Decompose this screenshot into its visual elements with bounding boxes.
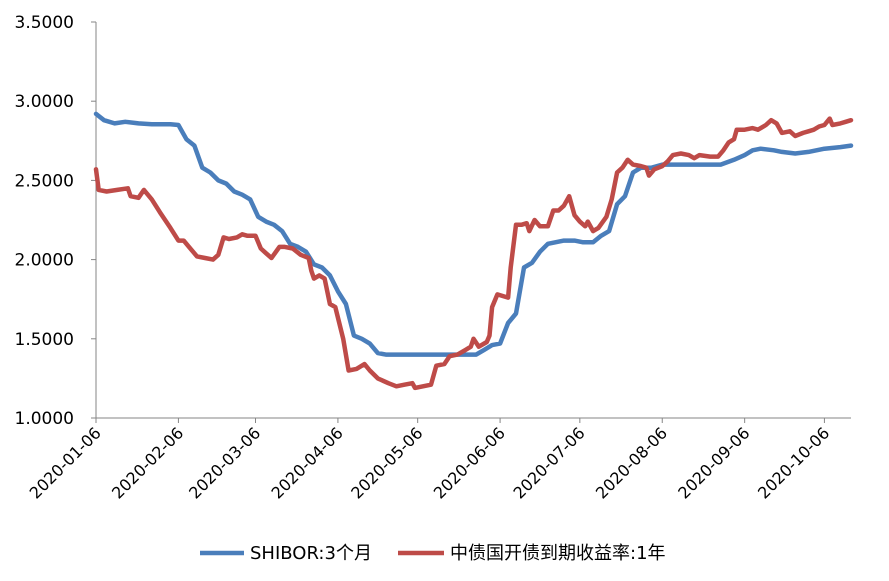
legend-label-2: 中债国开债到期收益率:1年 (450, 543, 666, 564)
legend-label-1: SHIBOR:3个月 (250, 543, 372, 564)
y-ticks: 1.0000 1.5000 2.0000 2.5000 3.0000 3.5000 (15, 13, 96, 429)
y-tick-label: 3.0000 (15, 92, 74, 112)
x-tick-label: 2020-05-06 (347, 423, 426, 502)
series-line-1 (93, 111, 854, 357)
x-tick-label: 2020-06-06 (430, 423, 509, 502)
series-lines (93, 111, 854, 391)
x-tick-label: 2020-02-06 (108, 423, 187, 502)
x-tick-label: 2020-10-06 (754, 423, 833, 502)
x-tick-label: 2020-07-06 (509, 423, 588, 502)
y-tick-label: 1.5000 (15, 330, 74, 350)
y-tick-label: 3.5000 (15, 13, 74, 33)
x-tick-label: 2020-09-06 (674, 423, 753, 502)
series-line-2 (93, 116, 854, 391)
legend: SHIBOR:3个月 中债国开债到期收益率:1年 (200, 543, 666, 564)
y-tick-label: 2.0000 (15, 251, 74, 271)
x-tick-label: 2020-03-06 (185, 423, 264, 502)
axes (95, 22, 851, 419)
x-tick-label: 2020-01-06 (26, 423, 105, 502)
y-tick-label: 1.0000 (15, 409, 74, 429)
x-tick-label: 2020-04-06 (268, 423, 347, 502)
y-tick-label: 2.5000 (15, 171, 74, 191)
x-tick-label: 2020-08-06 (592, 423, 671, 502)
